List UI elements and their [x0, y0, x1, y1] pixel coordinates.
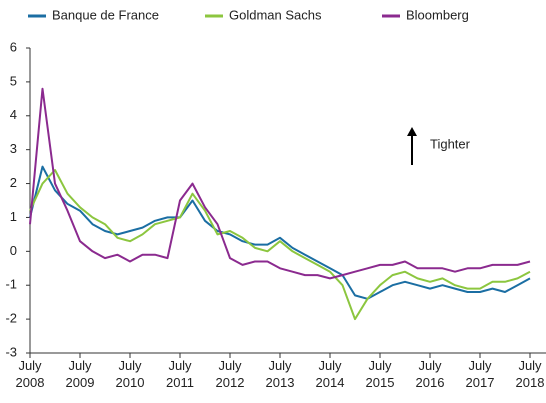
annotation: Tighter [430, 136, 471, 151]
x-tick-label: July 2015 [366, 358, 395, 390]
y-tick-label: 5 [10, 73, 17, 88]
y-tick-label: 6 [10, 39, 17, 54]
y-tick-label: 2 [10, 175, 17, 190]
annotation-arrowhead [407, 127, 417, 136]
y-tick-label: -1 [5, 277, 17, 292]
y-tick-label: 3 [10, 141, 17, 156]
x-tick-label: July 2016 [416, 358, 445, 390]
x-tick-label: July 2009 [66, 358, 95, 390]
x-tick-label: July 2012 [216, 358, 245, 390]
y-tick-label: 0 [10, 243, 17, 258]
y-tick-label: -2 [5, 311, 17, 326]
y-tick-label: -3 [5, 344, 17, 359]
legend-label: Bloomberg [406, 7, 469, 22]
x-tick-label: July 2014 [316, 358, 345, 390]
x-tick-label: July 2018 [516, 358, 545, 390]
x-tick-label: July 2008 [16, 358, 45, 390]
y-tick-label: 1 [10, 209, 17, 224]
series-line [29, 165, 531, 300]
series-line [29, 87, 531, 280]
x-tick-label: July 2013 [266, 358, 295, 390]
x-tick-label: July 2011 [166, 358, 194, 390]
legend-label: Banque de France [52, 7, 159, 22]
x-tick-label: July 2010 [116, 358, 145, 390]
y-tick-label: 4 [10, 107, 17, 122]
legend-label: Goldman Sachs [229, 7, 322, 22]
series-line [29, 169, 531, 321]
x-tick-label: July 2017 [466, 358, 495, 390]
